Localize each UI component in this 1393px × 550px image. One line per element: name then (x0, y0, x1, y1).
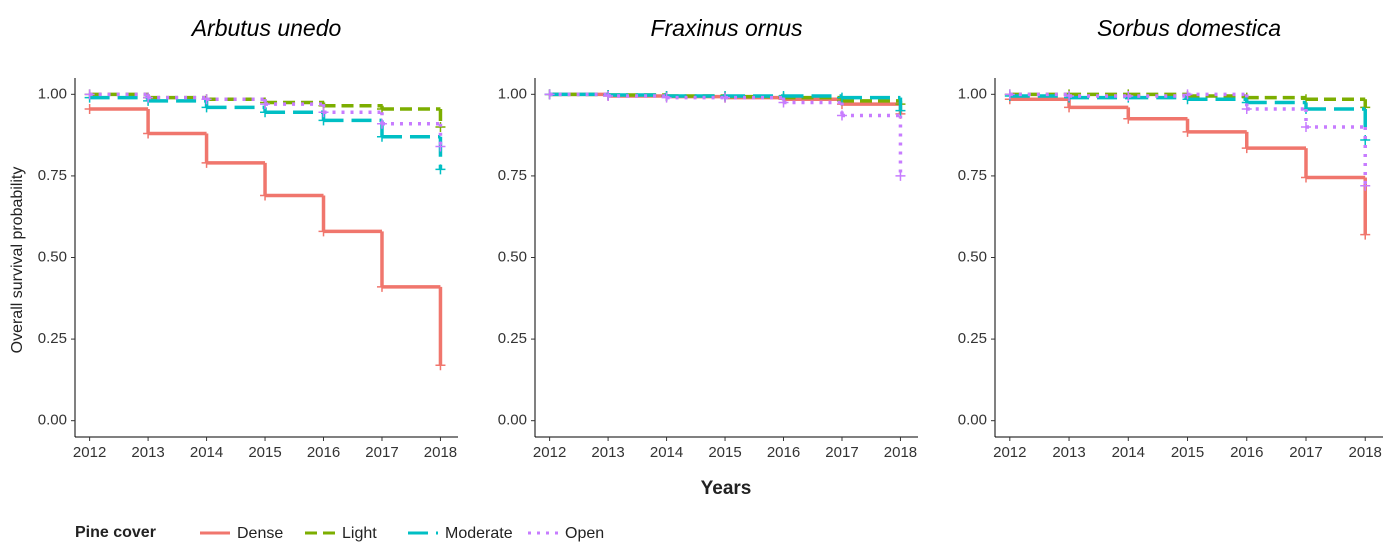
censor-mark (318, 107, 329, 118)
x-tick-label: 2014 (1112, 444, 1145, 461)
panel-title: Sorbus domestica (1097, 15, 1281, 41)
x-tick-label: 2016 (767, 444, 800, 461)
censor-mark (836, 92, 847, 103)
censor-mark (1064, 90, 1075, 101)
censor-mark (1064, 102, 1075, 113)
x-tick-label: 2017 (365, 444, 398, 461)
x-tick-label: 2013 (131, 444, 164, 461)
censor-mark (1300, 121, 1311, 132)
censor-mark (778, 97, 789, 108)
x-tick-label: 2012 (533, 444, 566, 461)
y-tick-label: 0.00 (38, 412, 67, 429)
censor-mark (1123, 113, 1134, 124)
y-tick-label: 0.25 (498, 330, 527, 347)
censor-mark (661, 92, 672, 103)
y-tick-label: 0.50 (38, 248, 67, 265)
x-tick-label: 2017 (1289, 444, 1322, 461)
x-tick-label: 2012 (73, 444, 106, 461)
censor-mark (84, 104, 95, 115)
panel-title: Arbutus unedo (190, 15, 342, 41)
legend-label: Dense (237, 525, 283, 542)
y-tick-label: 0.00 (498, 412, 527, 429)
x-tick-label: 2015 (708, 444, 741, 461)
y-tick-label: 0.25 (38, 330, 67, 347)
x-tick-label: 2017 (825, 444, 858, 461)
censor-mark (143, 92, 154, 103)
x-tick-label: 2018 (1349, 444, 1382, 461)
y-tick-label: 0.50 (498, 248, 527, 265)
censor-mark (260, 99, 271, 110)
legend-label: Light (342, 525, 377, 542)
y-tick-label: 0.00 (958, 412, 987, 429)
censor-mark (720, 92, 731, 103)
censor-mark (895, 105, 906, 116)
censor-mark (143, 128, 154, 139)
x-tick-label: 2014 (650, 444, 683, 461)
censor-mark (1360, 180, 1371, 191)
legend-label: Moderate (445, 525, 513, 542)
censor-mark (376, 131, 387, 142)
panel-title: Fraxinus ornus (650, 15, 803, 41)
censor-mark (376, 281, 387, 292)
censor-mark (1300, 172, 1311, 183)
y-tick-label: 1.00 (498, 85, 527, 102)
y-tick-label: 1.00 (38, 85, 67, 102)
censor-mark (1241, 104, 1252, 115)
x-tick-label: 2013 (1052, 444, 1085, 461)
x-tick-label: 2018 (884, 444, 917, 461)
censor-mark (1360, 229, 1371, 240)
censor-mark (603, 90, 614, 101)
x-tick-label: 2016 (1230, 444, 1263, 461)
censor-mark (318, 226, 329, 237)
x-tick-label: 2015 (1171, 444, 1204, 461)
x-tick-label: 2016 (307, 444, 340, 461)
censor-mark (435, 121, 446, 132)
y-tick-label: 0.25 (958, 330, 987, 347)
y-tick-label: 0.75 (38, 167, 67, 184)
y-tick-label: 0.75 (958, 167, 987, 184)
x-tick-label: 2014 (190, 444, 223, 461)
censor-mark (84, 89, 95, 100)
censor-mark (376, 118, 387, 129)
censor-mark (435, 141, 446, 152)
x-tick-label: 2013 (591, 444, 624, 461)
y-axis-label: Overall survival probability (9, 167, 26, 354)
legend-label: Open (565, 525, 604, 542)
censor-mark (836, 110, 847, 121)
x-axis-label: Years (701, 478, 752, 499)
x-tick-label: 2012 (993, 444, 1026, 461)
censor-mark (1241, 143, 1252, 154)
censor-mark (435, 360, 446, 371)
censor-mark (544, 89, 555, 100)
x-tick-label: 2018 (424, 444, 457, 461)
y-tick-label: 0.75 (498, 167, 527, 184)
censor-mark (201, 157, 212, 168)
censor-mark (1182, 126, 1193, 137)
censor-mark (1182, 89, 1193, 100)
legend-title: Pine cover (75, 524, 156, 541)
censor-mark (1123, 90, 1134, 101)
censor-mark (260, 190, 271, 201)
y-tick-label: 1.00 (958, 85, 987, 102)
censor-mark (201, 94, 212, 105)
censor-mark (895, 170, 906, 181)
x-tick-label: 2015 (248, 444, 281, 461)
y-tick-label: 0.50 (958, 248, 987, 265)
censor-mark (1004, 89, 1015, 100)
censor-mark (435, 164, 446, 175)
